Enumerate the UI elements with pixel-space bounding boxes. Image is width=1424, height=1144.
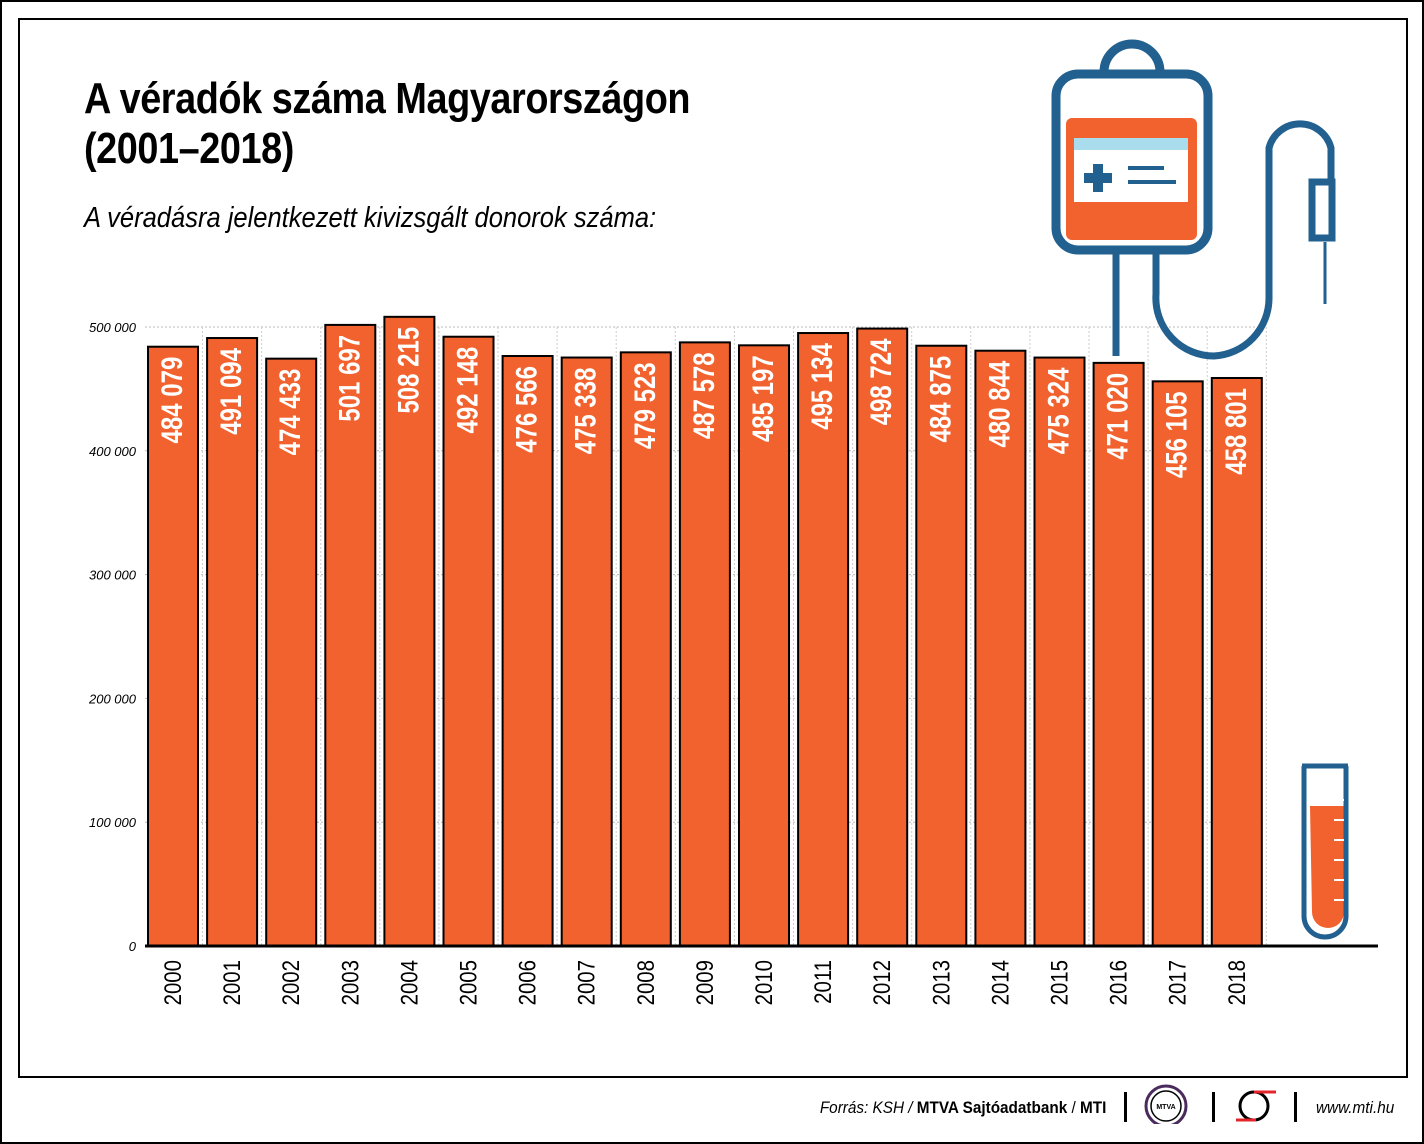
bar-2012 [856, 327, 909, 947]
website-url: www.mti.hu [1316, 1098, 1395, 1117]
divider [1294, 1092, 1297, 1122]
test-tube-icon [1301, 763, 1349, 940]
y-tick-label: 200 000 [88, 691, 137, 706]
x-tick-label: 2015 [1046, 960, 1073, 1005]
chart-subtitle: A véradásra jelentkezett kivizsgált dono… [84, 202, 657, 234]
data-label: 474 433 [273, 369, 307, 456]
data-label: 491 094 [213, 348, 247, 435]
bar-2010 [738, 344, 790, 947]
x-tick-label: 2003 [337, 960, 364, 1005]
data-label: 475 338 [568, 368, 602, 455]
data-label: 492 148 [450, 347, 484, 434]
x-tick-label: 2018 [1223, 960, 1250, 1005]
divider [1212, 1092, 1215, 1122]
data-label: 498 724 [864, 339, 898, 426]
bar-2017 [1151, 380, 1204, 948]
x-tick-label: 2005 [455, 960, 482, 1005]
x-tick-label: 2001 [219, 960, 246, 1005]
chart-frame [18, 18, 1408, 1078]
x-tick-label: 2002 [278, 960, 305, 1005]
data-label: 487 578 [686, 352, 720, 439]
x-tick-label: 2012 [869, 960, 896, 1005]
bar-2013 [915, 344, 968, 948]
data-label: 475 324 [1041, 368, 1075, 455]
data-label: 484 875 [923, 356, 957, 443]
bar-2002 [265, 357, 318, 948]
x-tick-label: 2007 [573, 960, 600, 1005]
x-tick-label: 2004 [396, 960, 423, 1005]
x-tick-label: 2010 [750, 960, 777, 1005]
bar-2006 [501, 355, 554, 947]
bar-2004 [383, 315, 436, 947]
footer: Forrás: KSH / MTVA Sajtóadatbank / MTI M… [0, 1084, 1424, 1130]
x-tick-label: 2006 [514, 960, 541, 1005]
bar-2011 [797, 332, 850, 947]
bar-2001 [206, 337, 259, 947]
data-label: 495 134 [804, 343, 838, 430]
divider [1124, 1092, 1127, 1122]
mti-logo [1236, 1090, 1276, 1122]
x-tick-label: 2016 [1105, 960, 1132, 1005]
chart-title: A véradók száma Magyarországon (2001–201… [84, 74, 691, 173]
y-tick-label: 300 000 [89, 568, 137, 583]
x-tick-label: 2011 [810, 960, 837, 1004]
bar-2015 [1033, 356, 1086, 947]
bar-2009 [678, 341, 731, 948]
data-label: 485 197 [745, 355, 779, 442]
data-label: 508 215 [391, 327, 425, 414]
x-tick-label: 2000 [159, 960, 186, 1005]
x-tick-label: 2013 [928, 960, 955, 1005]
mtva-logo: MTVA [1144, 1084, 1188, 1124]
x-tick-label: 2017 [1164, 960, 1191, 1005]
data-label: 471 020 [1100, 373, 1134, 460]
data-label: 458 801 [1218, 388, 1252, 475]
y-tick-label: 500 000 [89, 320, 137, 335]
data-label: 479 523 [627, 362, 661, 449]
y-tick-label: 400 000 [89, 444, 137, 459]
y-tick-label: 0 [129, 939, 137, 954]
x-tick-label: 2009 [691, 960, 718, 1005]
x-tick-label: 2014 [987, 960, 1014, 1005]
bar-2000 [147, 345, 199, 947]
data-label: 456 105 [1159, 391, 1193, 478]
source-credit: Forrás: KSH / MTVA Sajtóadatbank / MTI [819, 1098, 1106, 1117]
bar-2008 [619, 351, 672, 947]
x-tick-label: 2008 [632, 960, 659, 1005]
data-label: 480 844 [982, 361, 1016, 448]
svg-text:MTVA: MTVA [1156, 1104, 1175, 1111]
y-tick-label: 100 000 [89, 815, 137, 830]
data-label: 484 079 [154, 357, 188, 444]
bar-2005 [442, 335, 495, 947]
data-label: 501 697 [332, 335, 366, 422]
bar-2007 [560, 356, 613, 947]
data-label: 476 566 [509, 366, 543, 453]
blood-bag-icon [1051, 39, 1336, 360]
